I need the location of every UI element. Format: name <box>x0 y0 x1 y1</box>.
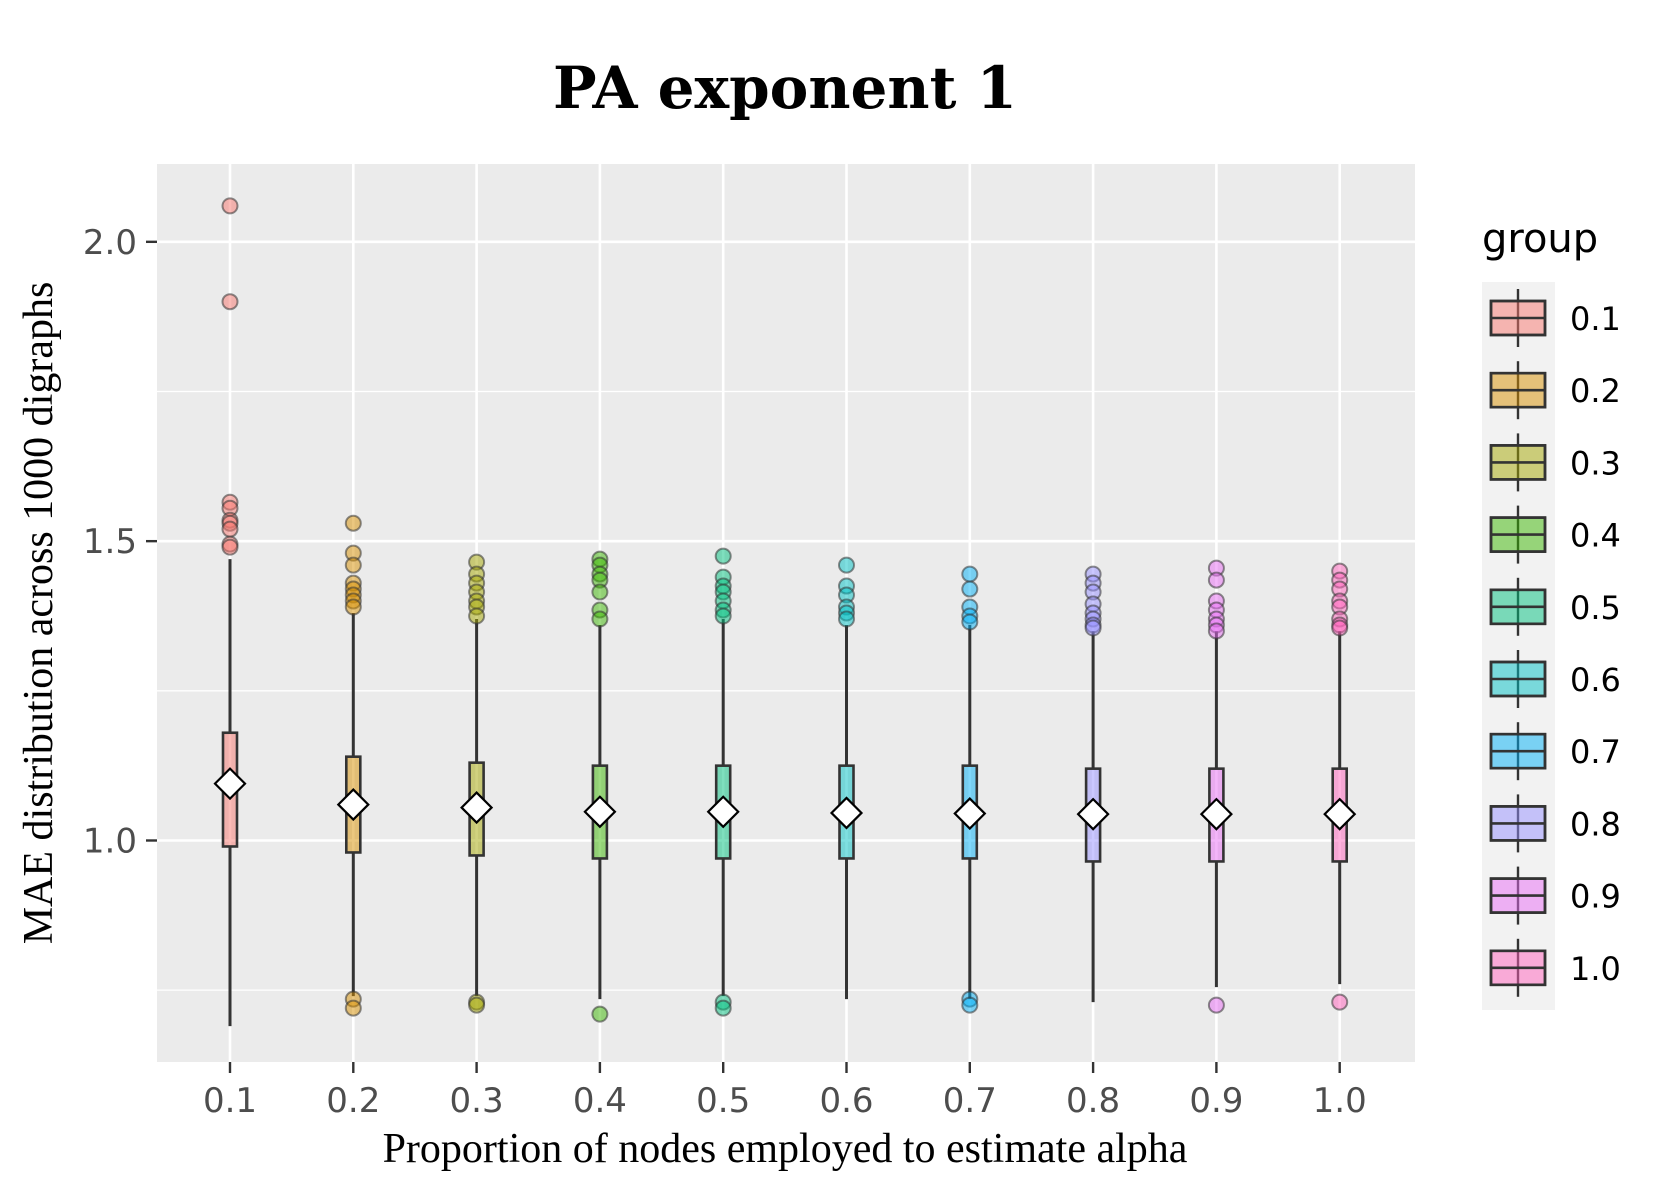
y-tick-label: 1.5 <box>83 522 137 562</box>
legend-label: 0.8 <box>1570 805 1621 843</box>
box-group-0.5 <box>706 547 740 1017</box>
x-tick-label: 0.5 <box>696 1081 750 1121</box>
legend-item-0.8: 0.8 <box>1489 794 1621 853</box>
outlier-point <box>221 197 239 215</box>
outlier-point <box>344 598 362 616</box>
outlier-point <box>961 565 979 583</box>
outlier-point <box>344 556 362 574</box>
legend-item-0.2: 0.2 <box>1489 361 1621 420</box>
legend-label: 0.2 <box>1570 372 1621 410</box>
box-group-0.9 <box>1199 559 1233 1014</box>
outlier-point <box>468 607 486 625</box>
x-axis: 0.1 0.2 0.3 0.4 0.5 0.6 0.7 0.8 0.9 1.0 <box>203 1062 1367 1121</box>
box-group-0.6 <box>829 556 864 1000</box>
legend-item-0.9: 0.9 <box>1489 866 1621 925</box>
x-tick-label: 0.7 <box>943 1081 997 1121</box>
legend-label: 0.3 <box>1570 444 1621 482</box>
box-group-0.1 <box>213 197 247 1027</box>
outlier-point <box>1207 571 1225 589</box>
x-axis-title: Proportion of nodes employed to estimate… <box>383 1126 1188 1172</box>
outlier-point <box>591 583 609 601</box>
outlier-point <box>714 607 732 625</box>
mean-marker <box>1076 797 1110 831</box>
y-axis-title: MAE distribution across 1000 digraphs <box>16 282 62 945</box>
legend-label: 1.0 <box>1570 950 1621 988</box>
chart-title: PA exponent 1 <box>553 54 1017 122</box>
outlier-point <box>1084 619 1102 637</box>
mean-marker <box>213 767 247 801</box>
outlier-point <box>221 293 239 311</box>
legend-item-0.3: 0.3 <box>1489 433 1621 492</box>
mean-marker <box>1323 797 1357 831</box>
legend-item-0.4: 0.4 <box>1489 505 1621 564</box>
outlier-point <box>838 610 855 628</box>
legend-title: group <box>1482 216 1598 262</box>
legend-item-0.5: 0.5 <box>1489 577 1621 636</box>
legend-item-0.1: 0.1 <box>1489 289 1621 347</box>
box-group-0.3 <box>460 553 494 1014</box>
x-tick-label: 0.6 <box>819 1081 873 1121</box>
mean-marker <box>706 795 740 829</box>
mean-marker <box>1199 797 1233 831</box>
outlier-point <box>1331 993 1349 1011</box>
y-tick-label: 2.0 <box>83 223 137 263</box>
y-tick-label: 1.0 <box>83 821 137 861</box>
mean-marker <box>829 796 864 830</box>
mean-marker <box>583 795 617 829</box>
legend-item-1.0: 1.0 <box>1489 938 1621 997</box>
legend-label: 0.1 <box>1570 300 1621 338</box>
legend-item-0.6: 0.6 <box>1489 650 1621 708</box>
outlier-point <box>344 999 362 1017</box>
box-group-0.7 <box>953 565 987 1014</box>
legend-label: 0.5 <box>1570 589 1621 627</box>
outlier-point <box>838 556 855 574</box>
legend: group 0.1 0.2 0.3 0.4 0.5 0.6 0.7 0.8 0.9 1.0 <box>1482 216 1621 1010</box>
outlier-point <box>714 999 732 1017</box>
legend-label: 0.6 <box>1570 661 1621 699</box>
box-series <box>213 197 1357 1027</box>
outlier-point <box>1207 622 1225 640</box>
outlier-point <box>344 514 362 532</box>
outlier-point <box>1207 996 1225 1014</box>
x-tick-label: 0.8 <box>1066 1081 1120 1121</box>
mean-marker <box>460 791 494 825</box>
mean-marker <box>336 788 370 822</box>
outlier-point <box>591 610 609 628</box>
box-group-1.0 <box>1323 562 1357 1011</box>
x-tick-label: 0.4 <box>573 1081 627 1121</box>
outlier-point <box>961 613 979 631</box>
outlier-point <box>961 580 979 598</box>
y-axis: 1.0 1.5 2.0 <box>83 223 157 861</box>
outlier-point <box>468 996 486 1014</box>
outlier-point <box>1331 619 1349 637</box>
plot-panel <box>157 164 1415 1062</box>
box-group-0.8 <box>1076 565 1110 1003</box>
x-tick-label: 1.0 <box>1313 1081 1367 1121</box>
x-tick-label: 0.1 <box>203 1081 257 1121</box>
outlier-point <box>961 996 979 1014</box>
box-group-0.2 <box>336 514 370 1017</box>
mean-marker <box>953 796 987 831</box>
outlier-point <box>221 538 239 556</box>
legend-item-0.7: 0.7 <box>1489 722 1621 781</box>
legend-label: 0.7 <box>1570 733 1621 771</box>
x-tick-label: 0.3 <box>450 1081 504 1121</box>
x-tick-label: 0.9 <box>1189 1081 1243 1121</box>
outlier-point <box>591 1005 609 1023</box>
x-tick-label: 0.2 <box>326 1081 380 1121</box>
box-group-0.4 <box>583 550 617 1023</box>
outlier-point <box>714 547 732 565</box>
legend-label: 0.4 <box>1570 517 1621 555</box>
outlier-point <box>221 520 239 538</box>
legend-label: 0.9 <box>1570 878 1621 916</box>
